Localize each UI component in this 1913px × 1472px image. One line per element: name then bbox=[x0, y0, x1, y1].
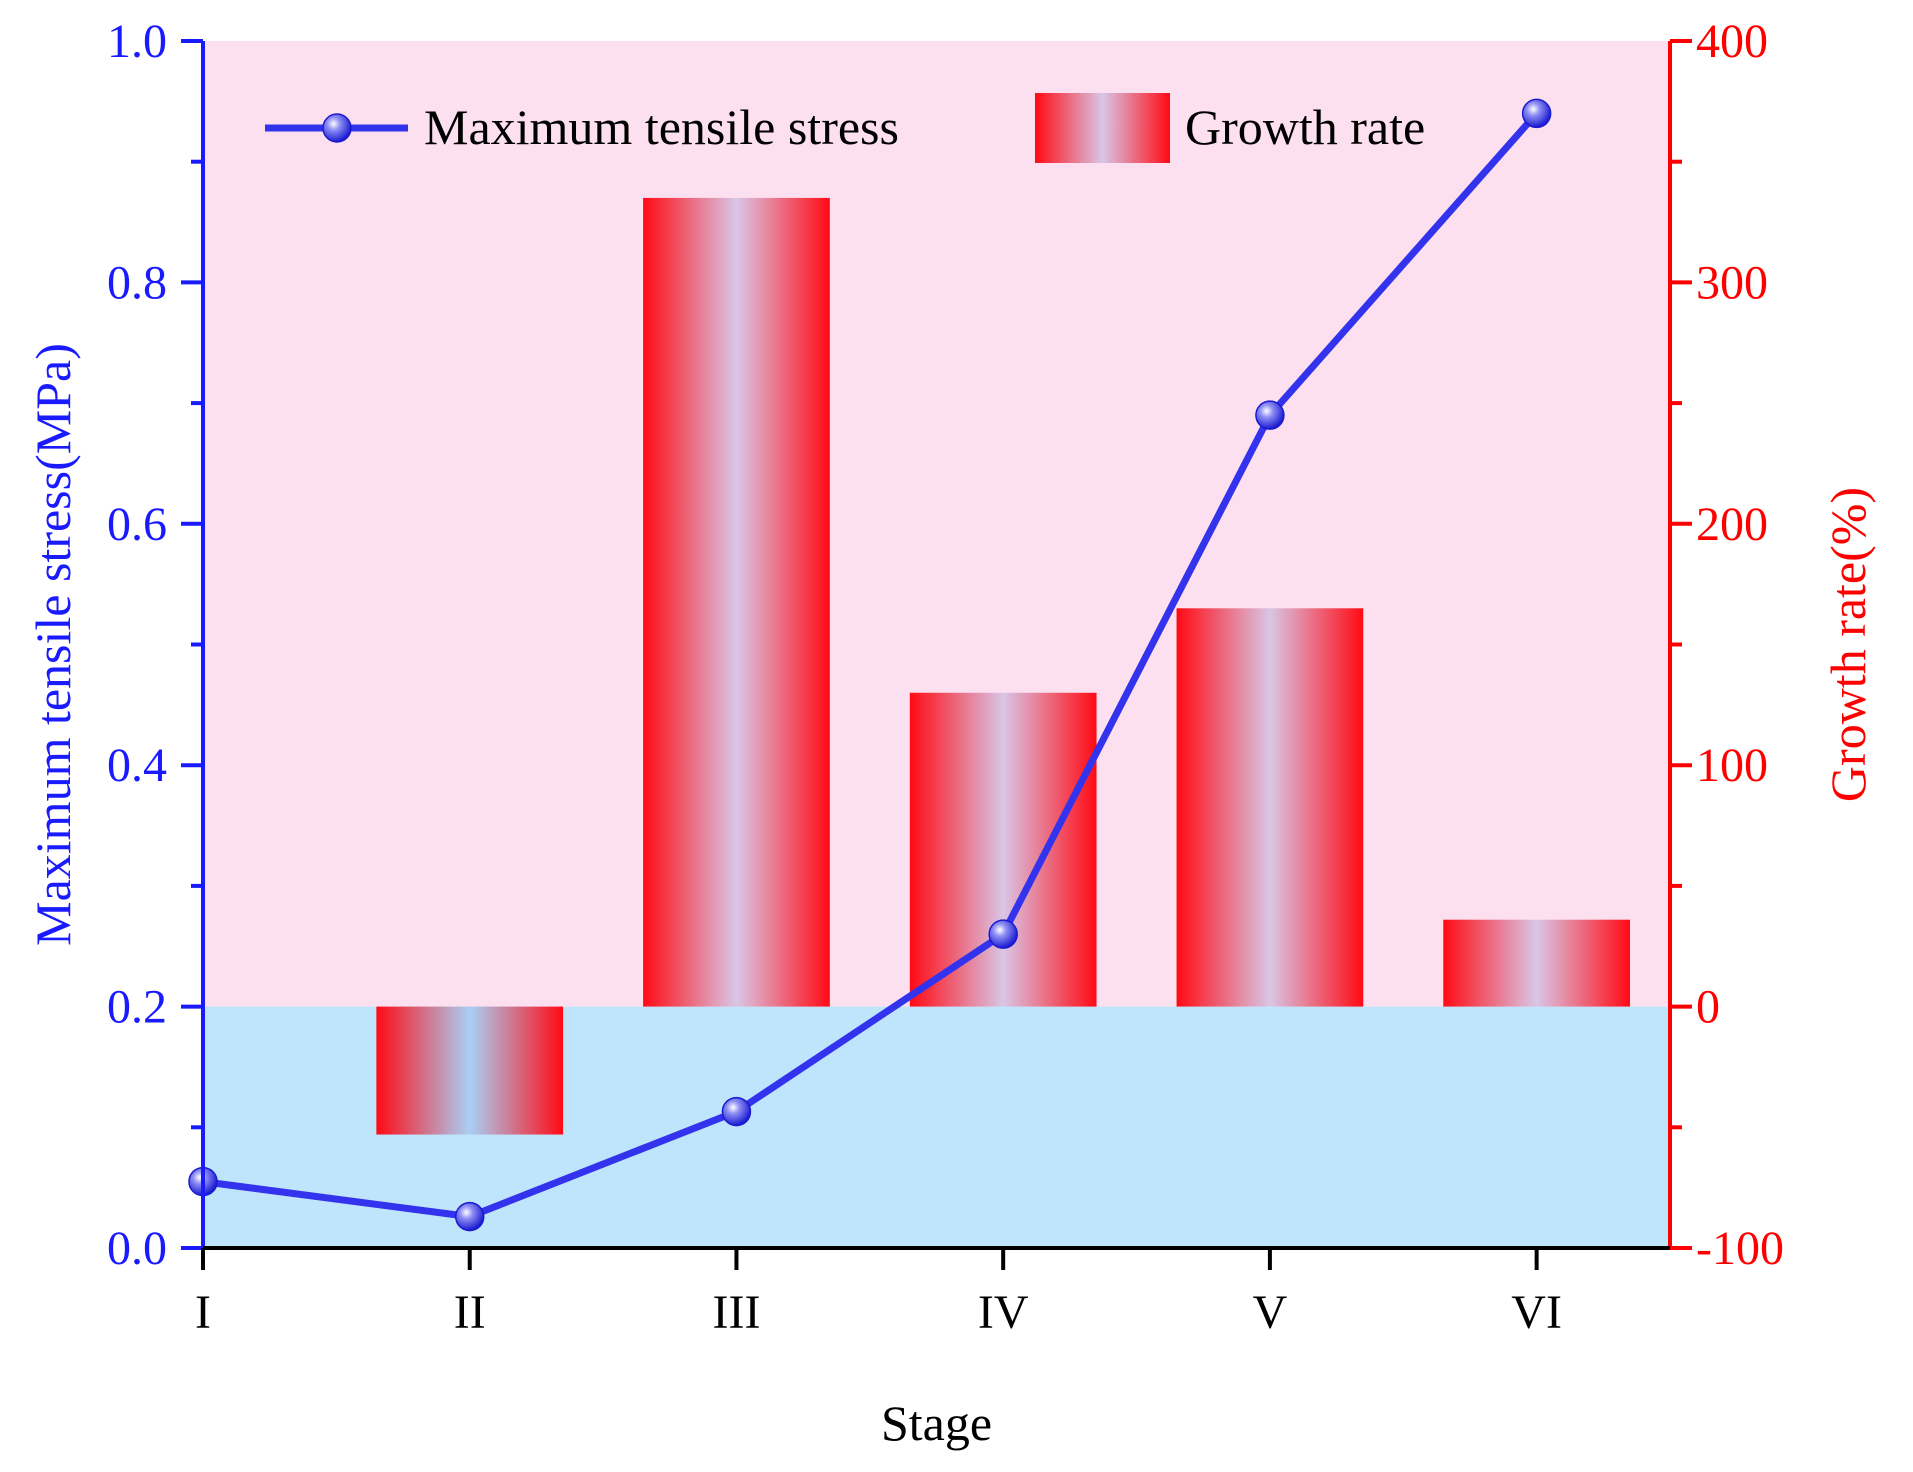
legend-marker-swatch bbox=[322, 113, 352, 143]
stress-point-VI bbox=[1521, 98, 1552, 129]
bar-II bbox=[376, 1006, 564, 1135]
stress-point-V bbox=[1255, 400, 1285, 430]
x-tick-label-VI: VI bbox=[1511, 1286, 1562, 1339]
legend-label-growth: Growth rate bbox=[1185, 99, 1425, 155]
bar-VI bbox=[1443, 919, 1630, 1007]
left-tick-label: 0.8 bbox=[107, 256, 167, 309]
right-tick-label: 200 bbox=[1696, 498, 1768, 551]
stress-line bbox=[199, 109, 1541, 1221]
left-tick-label: 0.2 bbox=[107, 981, 167, 1034]
legend-bar-swatch bbox=[1035, 93, 1170, 163]
x-tick-label-III: III bbox=[712, 1286, 760, 1339]
right-tick-label: 300 bbox=[1696, 256, 1768, 309]
bar-IV bbox=[909, 692, 1097, 1007]
right-tick-label: 400 bbox=[1696, 15, 1768, 68]
x-tick-label-I: I bbox=[195, 1286, 211, 1339]
stress-point-II bbox=[454, 1201, 485, 1232]
x-tick-label-II: II bbox=[454, 1286, 486, 1339]
bar-III bbox=[643, 197, 830, 1007]
legend-label-stress: Maximum tensile stress bbox=[424, 99, 899, 155]
bar-V bbox=[1176, 608, 1364, 1007]
left-axis-title: Maximum tensile stress(MPa) bbox=[25, 343, 81, 946]
right-tick-label: 0 bbox=[1696, 981, 1720, 1034]
right-tick-label: -100 bbox=[1696, 1222, 1784, 1275]
x-tick-label-IV: IV bbox=[978, 1286, 1029, 1339]
stress-point-IV bbox=[988, 919, 1018, 949]
left-tick-label: 0.4 bbox=[107, 739, 167, 792]
left-tick-label: 0.0 bbox=[107, 1222, 167, 1275]
left-tick-label: 0.6 bbox=[107, 498, 167, 551]
left-tick-label: 1.0 bbox=[107, 15, 167, 68]
x-axis-title: Stage bbox=[881, 1395, 992, 1451]
right-axis-title: Growth rate(%) bbox=[1820, 487, 1876, 802]
x-tick-label-V: V bbox=[1253, 1286, 1288, 1339]
right-tick-label: 100 bbox=[1696, 739, 1768, 792]
stress-point-III bbox=[721, 1096, 752, 1127]
